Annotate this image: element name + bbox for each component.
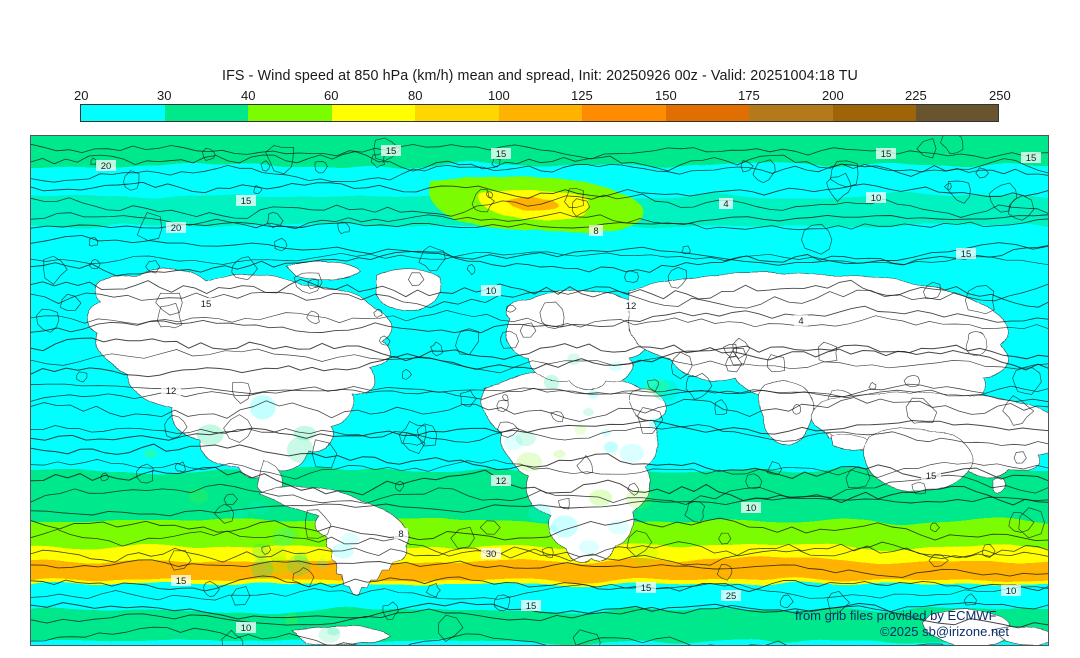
svg-text:20: 20 — [101, 161, 112, 172]
svg-text:4: 4 — [723, 199, 728, 210]
svg-text:15: 15 — [526, 601, 537, 612]
svg-text:8: 8 — [593, 226, 598, 237]
svg-text:30: 30 — [486, 549, 497, 560]
svg-text:15: 15 — [1026, 153, 1037, 164]
svg-text:15: 15 — [241, 196, 252, 207]
svg-text:15: 15 — [641, 583, 652, 594]
svg-text:15: 15 — [961, 249, 972, 260]
svg-text:25: 25 — [726, 591, 737, 602]
svg-text:10: 10 — [241, 623, 252, 634]
svg-text:12: 12 — [626, 301, 637, 312]
svg-text:10: 10 — [746, 503, 757, 514]
svg-text:15: 15 — [926, 471, 937, 482]
svg-text:12: 12 — [166, 386, 177, 397]
svg-text:10: 10 — [1006, 586, 1017, 597]
svg-text:10: 10 — [871, 193, 882, 204]
svg-text:15: 15 — [176, 576, 187, 587]
svg-text:8: 8 — [398, 529, 403, 540]
svg-text:10: 10 — [486, 286, 497, 297]
svg-text:12: 12 — [496, 476, 507, 487]
svg-text:20: 20 — [171, 223, 182, 234]
svg-text:15: 15 — [881, 149, 892, 160]
svg-text:4: 4 — [798, 316, 803, 327]
svg-text:15: 15 — [201, 299, 212, 310]
svg-text:15: 15 — [386, 146, 397, 157]
svg-text:15: 15 — [496, 149, 507, 160]
